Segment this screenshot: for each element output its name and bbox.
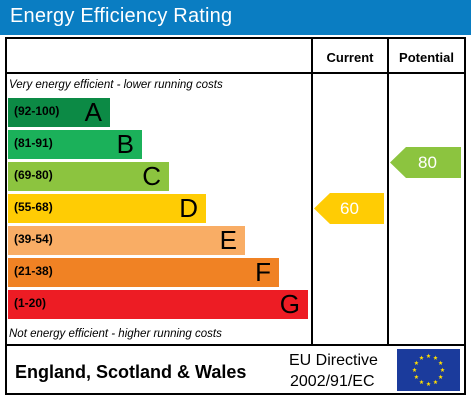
column-header-current: Current	[326, 50, 374, 65]
eu-star-icon	[414, 374, 419, 379]
eu-star-icon	[433, 379, 438, 385]
band-range-label: (21-38)	[14, 264, 53, 278]
band-letter: A	[84, 97, 102, 127]
band-letter: C	[142, 161, 161, 191]
band-range-label: (92-100)	[14, 104, 60, 118]
current-rating-value: 60	[340, 199, 359, 218]
band-range-label: (1-20)	[14, 296, 47, 310]
band-letter: E	[219, 225, 237, 255]
band-range-label: (81-91)	[14, 136, 53, 150]
eu-star-icon	[414, 360, 419, 365]
eu-star-icon	[440, 367, 445, 372]
title-bar: Energy Efficiency Rating	[0, 0, 471, 35]
rating-band-c: (69-80) C	[8, 162, 169, 191]
footer-divider	[6, 344, 464, 346]
rating-table	[5, 37, 466, 395]
note-very-efficient: Very energy efficient - lower running co…	[9, 79, 223, 91]
eu-star-icon	[419, 379, 424, 385]
rating-band-g: (1-20) G	[8, 290, 308, 319]
band-letter: B	[116, 129, 134, 159]
eu-star-icon	[419, 355, 424, 360]
band-letter: D	[179, 193, 198, 223]
page-title: Energy Efficiency Rating	[10, 5, 233, 27]
rating-band-a: (92-100) A	[8, 98, 110, 127]
column-divider-potential	[387, 38, 389, 345]
band-range-label: (55-68)	[14, 200, 53, 214]
eu-star-icon	[426, 381, 431, 386]
eu-flag-icon	[397, 349, 460, 391]
rating-band-d: (55-68) D	[8, 194, 206, 223]
eu-star-icon	[426, 353, 431, 358]
band-range-label: (39-54)	[14, 232, 53, 246]
band-range-label: (69-80)	[14, 168, 53, 182]
rating-band-b: (81-91) B	[8, 130, 142, 159]
country-label: England, Scotland & Wales	[15, 362, 247, 382]
potential-rating-arrow: 80	[390, 147, 461, 178]
current-rating-arrow: 60	[314, 193, 384, 224]
column-header-potential: Potential	[399, 50, 454, 65]
rating-band-e: (39-54) E	[8, 226, 245, 255]
rating-band-f: (21-38) F	[8, 258, 279, 287]
eu-directive-label: EU Directive	[289, 352, 378, 369]
eu-star-icon	[438, 360, 443, 365]
column-divider-current	[311, 38, 313, 345]
band-letter: G	[279, 289, 300, 319]
eu-star-icon	[412, 367, 417, 372]
eu-directive-number: 2002/91/EC	[290, 373, 375, 390]
potential-rating-value: 80	[418, 153, 437, 172]
header-divider	[6, 72, 464, 74]
band-letter: F	[255, 257, 271, 287]
eu-star-icon	[438, 374, 443, 379]
eu-star-icon	[433, 355, 438, 360]
note-not-efficient: Not energy efficient - higher running co…	[9, 328, 222, 340]
